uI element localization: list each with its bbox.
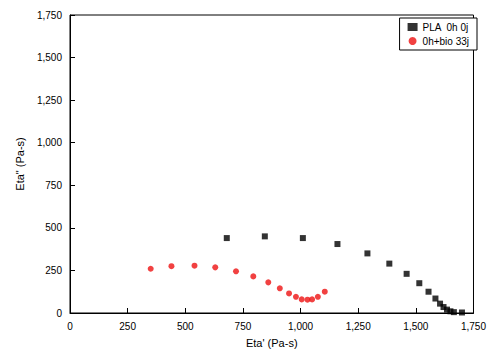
svg-text:PLA 0h 0j: PLA 0h 0j <box>423 22 469 33</box>
svg-text:Eta" (Pa-s): Eta" (Pa-s) <box>14 137 26 190</box>
svg-text:1,500: 1,500 <box>403 321 428 332</box>
svg-text:250: 250 <box>45 265 62 276</box>
svg-text:0: 0 <box>56 308 62 319</box>
svg-text:1,000: 1,000 <box>37 137 62 148</box>
svg-text:1,250: 1,250 <box>37 95 62 106</box>
svg-text:1,750: 1,750 <box>461 321 486 332</box>
svg-text:0h+bio 33j: 0h+bio 33j <box>423 36 469 47</box>
svg-text:750: 750 <box>235 321 252 332</box>
svg-text:1,750: 1,750 <box>37 10 62 21</box>
svg-text:500: 500 <box>177 321 194 332</box>
svg-text:500: 500 <box>45 222 62 233</box>
svg-text:0: 0 <box>67 321 73 332</box>
svg-text:1,000: 1,000 <box>288 321 313 332</box>
svg-text:250: 250 <box>119 321 136 332</box>
svg-text:750: 750 <box>45 180 62 191</box>
svg-text:1,500: 1,500 <box>37 52 62 63</box>
svg-text:Eta' (Pa-s): Eta' (Pa-s) <box>246 337 298 349</box>
svg-text:1,250: 1,250 <box>346 321 371 332</box>
